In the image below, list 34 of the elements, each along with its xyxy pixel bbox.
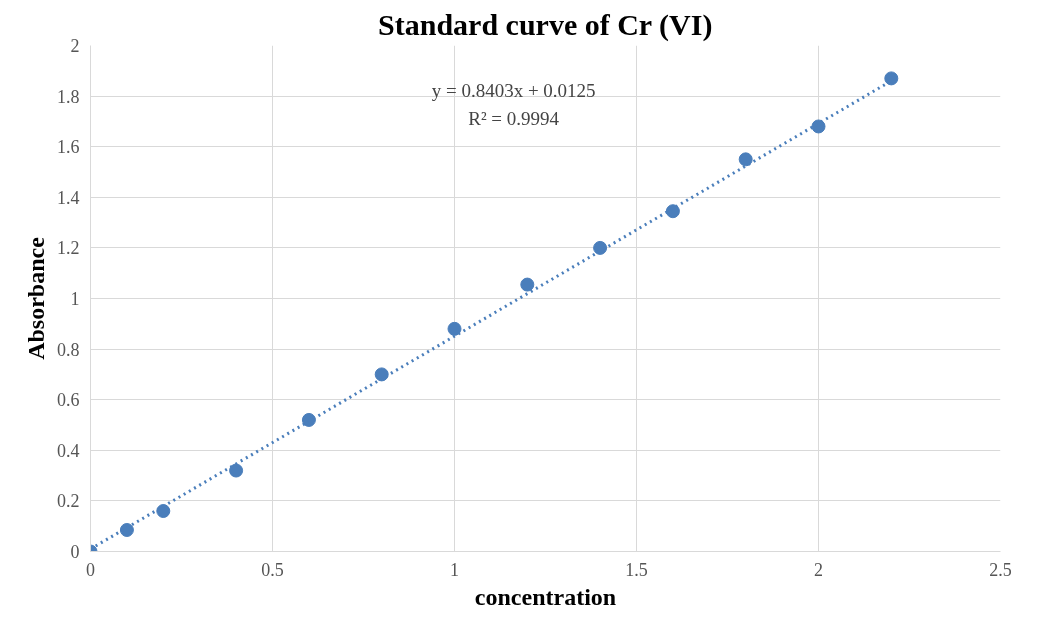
y-tick-label: 1.4 xyxy=(57,187,80,208)
x-tick-label: 2 xyxy=(814,559,823,580)
y-tick-label: 0 xyxy=(70,542,80,562)
y-axis-title: Absorbance xyxy=(23,236,49,360)
point xyxy=(738,152,753,167)
y-tick-label: 2 xyxy=(70,36,80,56)
x-tick-label: 0.5 xyxy=(261,559,284,580)
annotation: y = 0.8403x + 0.0125 xyxy=(431,80,596,102)
point xyxy=(119,523,134,537)
point xyxy=(374,367,389,382)
point xyxy=(593,240,608,255)
x-tick-label: 1.5 xyxy=(625,559,648,580)
y-tick-label: 1.6 xyxy=(57,137,80,158)
annotation: R² = 0.9994 xyxy=(468,107,560,129)
point xyxy=(520,277,535,292)
point xyxy=(301,412,316,427)
chart-title: Standard curve of Cr (VI) xyxy=(378,7,713,42)
point xyxy=(665,204,680,219)
x-tick-label: 2.5 xyxy=(989,559,1012,580)
point xyxy=(447,321,462,336)
point xyxy=(156,504,171,519)
y-tick-label: 1.8 xyxy=(57,86,80,107)
x-tick-label: 0 xyxy=(86,559,95,580)
y-tick-label: 1 xyxy=(70,289,80,309)
point xyxy=(811,119,826,134)
point xyxy=(229,463,244,478)
y-tick-label: 0.4 xyxy=(57,440,80,461)
y-tick-label: 1.2 xyxy=(57,238,80,259)
x-axis-title: concentration xyxy=(474,583,617,610)
x-tick-label: 1 xyxy=(450,559,459,580)
y-tick-label: 0.6 xyxy=(57,390,80,411)
y-tick-label: 0.8 xyxy=(57,339,80,360)
point xyxy=(884,71,899,86)
y-tick-label: 0.2 xyxy=(57,491,80,512)
